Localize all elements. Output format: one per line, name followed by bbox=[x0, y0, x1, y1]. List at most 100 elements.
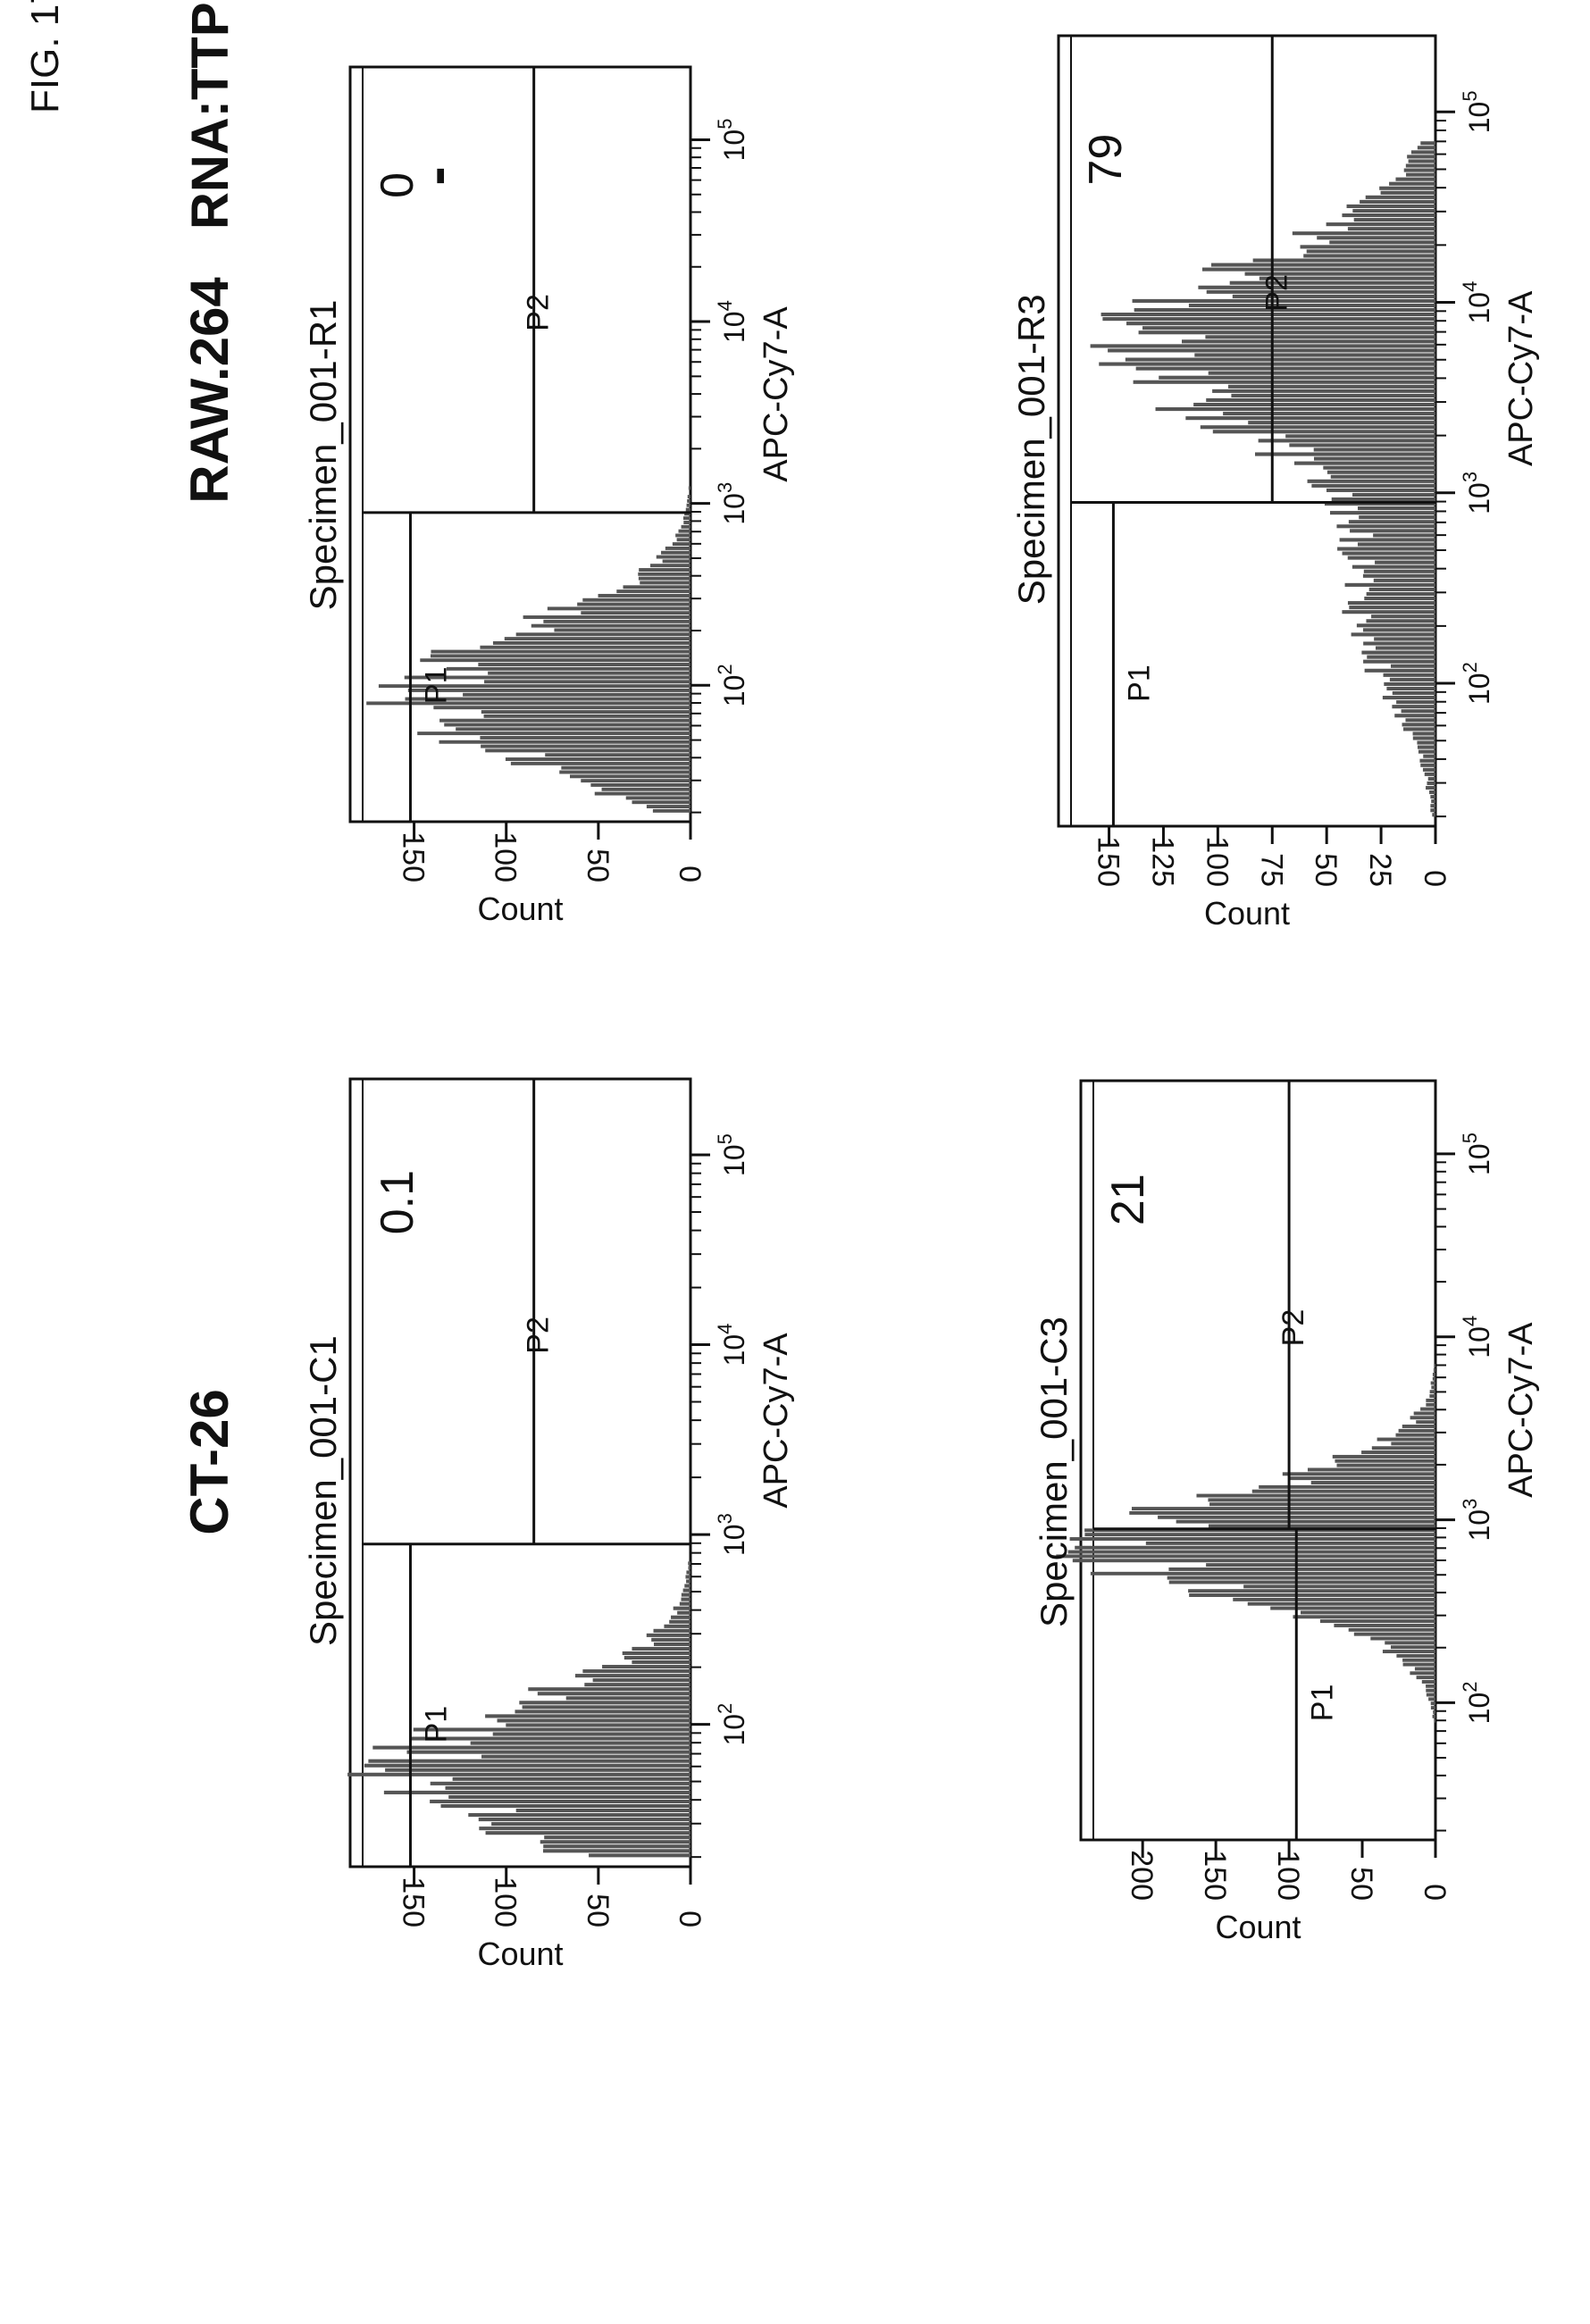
x-tick-exponent: 5 bbox=[714, 119, 736, 130]
histogram-bar bbox=[1244, 272, 1436, 276]
histogram-bar bbox=[646, 805, 690, 809]
histogram-bar bbox=[531, 623, 690, 628]
histogram-bar bbox=[1229, 280, 1435, 285]
histogram-bar bbox=[1159, 375, 1435, 380]
gate-label-p2: P2 bbox=[1259, 274, 1293, 312]
histogram-bar bbox=[1371, 1446, 1435, 1450]
histogram-bar bbox=[582, 598, 691, 602]
histogram-bar bbox=[479, 1827, 690, 1831]
histogram-bar bbox=[1337, 547, 1435, 551]
histogram-panel-1: P1P20.1Specimen_001-C1102103104105APC-Cy… bbox=[302, 1077, 795, 1972]
histogram-bar bbox=[653, 1628, 691, 1633]
histogram-bar bbox=[540, 1840, 691, 1844]
x-axis-label: APC-Cy7-A bbox=[757, 306, 795, 482]
histogram-bar bbox=[1432, 1376, 1435, 1381]
histogram-bar bbox=[584, 1683, 691, 1687]
row-label-none: - bbox=[404, 166, 468, 185]
histogram-bar bbox=[1374, 637, 1436, 641]
histogram-bar bbox=[1416, 1676, 1435, 1680]
histogram-bar bbox=[378, 684, 690, 689]
histogram-bar bbox=[1389, 181, 1436, 186]
histogram-bar bbox=[561, 765, 691, 770]
x-tick-label: 104 bbox=[1459, 281, 1495, 324]
histogram-bar bbox=[485, 748, 690, 753]
x-tick-exponent: 2 bbox=[714, 1703, 736, 1714]
histogram-bar bbox=[1168, 1580, 1435, 1584]
histogram-bar bbox=[559, 770, 690, 774]
histogram-bar bbox=[1282, 1472, 1435, 1476]
x-tick-label: 103 bbox=[1459, 472, 1495, 514]
histogram-bar bbox=[1339, 538, 1436, 542]
histogram-bar bbox=[1254, 452, 1435, 456]
histogram-bar bbox=[468, 1813, 690, 1818]
histogram-bar bbox=[410, 1736, 690, 1741]
gate-label-p1: P1 bbox=[419, 666, 453, 704]
histogram-bar bbox=[577, 602, 691, 606]
histogram-bar bbox=[1385, 1641, 1436, 1645]
histogram-bar bbox=[1430, 1706, 1436, 1710]
rotated-page: FIG. 17A RNA:TTP CT-26 RAW.264 - 1:0 P1 P2 0.1 Sp… bbox=[23, 0, 1590, 1972]
histogram-bar bbox=[685, 507, 690, 512]
histogram-bar bbox=[683, 521, 690, 524]
histogram-bar bbox=[1138, 330, 1435, 335]
histogram-bar bbox=[491, 1822, 690, 1827]
histogram-bar bbox=[671, 1615, 690, 1619]
x-tick-label: 102 bbox=[714, 664, 750, 706]
histogram-bar bbox=[686, 503, 690, 507]
histogram-bar bbox=[470, 1741, 690, 1745]
x-tick-base: 10 bbox=[718, 1524, 750, 1556]
x-tick-exponent: 5 bbox=[714, 1133, 736, 1144]
histogram-bar bbox=[1412, 731, 1436, 736]
x-tick-label: 105 bbox=[714, 119, 750, 162]
histogram-bar bbox=[413, 1727, 690, 1732]
histogram-bar bbox=[1102, 317, 1435, 322]
histogram-bar bbox=[483, 714, 691, 718]
histogram-bar bbox=[1301, 1610, 1435, 1615]
histogram-bar bbox=[574, 1674, 691, 1678]
histogram-bar bbox=[485, 1831, 690, 1835]
histogram-bar bbox=[554, 628, 691, 632]
histogram-bar bbox=[1176, 1519, 1436, 1524]
histogram-bar bbox=[1329, 240, 1435, 245]
histogram-bar bbox=[1347, 227, 1435, 231]
histogram-bar bbox=[480, 645, 690, 649]
histogram-bar bbox=[1429, 790, 1435, 795]
x-tick-base: 10 bbox=[1463, 292, 1495, 324]
histogram-bar bbox=[592, 1678, 691, 1683]
histogram-bar bbox=[582, 1669, 691, 1674]
histogram-bar bbox=[1344, 582, 1435, 587]
x-tick-label: 103 bbox=[1459, 1499, 1495, 1542]
histogram-bar bbox=[581, 611, 691, 615]
histogram-bar bbox=[1342, 551, 1435, 556]
histogram-bar bbox=[537, 1692, 690, 1696]
histogram-bar bbox=[1432, 1714, 1435, 1718]
y-tick-label: 150 bbox=[1092, 836, 1126, 887]
y-axis-label: Count bbox=[1215, 1909, 1301, 1945]
histogram-bar bbox=[1426, 1693, 1436, 1697]
histogram-bar bbox=[347, 1772, 690, 1776]
histogram-bar bbox=[1433, 1710, 1435, 1714]
histogram-bar bbox=[1379, 186, 1436, 190]
histogram-bar bbox=[523, 615, 690, 619]
histogram-bar bbox=[1252, 258, 1436, 263]
histogram-bar bbox=[623, 585, 691, 589]
histogram-bar bbox=[1185, 416, 1435, 421]
histogram-bar bbox=[1431, 799, 1435, 804]
x-tick-base: 10 bbox=[718, 311, 750, 343]
x-tick-exponent: 3 bbox=[714, 482, 736, 493]
x-tick-base: 10 bbox=[718, 130, 750, 162]
histogram-bar bbox=[1326, 488, 1435, 492]
histogram-bar bbox=[1231, 393, 1436, 397]
histogram-bar bbox=[1270, 1606, 1436, 1610]
histogram-bar bbox=[1402, 1658, 1435, 1662]
histogram-bar bbox=[1363, 659, 1435, 664]
histogram-bar bbox=[1329, 511, 1435, 515]
histogram-bar bbox=[665, 546, 691, 550]
histogram-bar bbox=[682, 1588, 690, 1593]
histogram-bar bbox=[681, 1597, 690, 1601]
histogram-bar bbox=[625, 796, 691, 800]
histogram-bar bbox=[1429, 1394, 1436, 1399]
histogram-bar bbox=[1347, 556, 1435, 560]
histogram-bar bbox=[478, 1818, 691, 1822]
